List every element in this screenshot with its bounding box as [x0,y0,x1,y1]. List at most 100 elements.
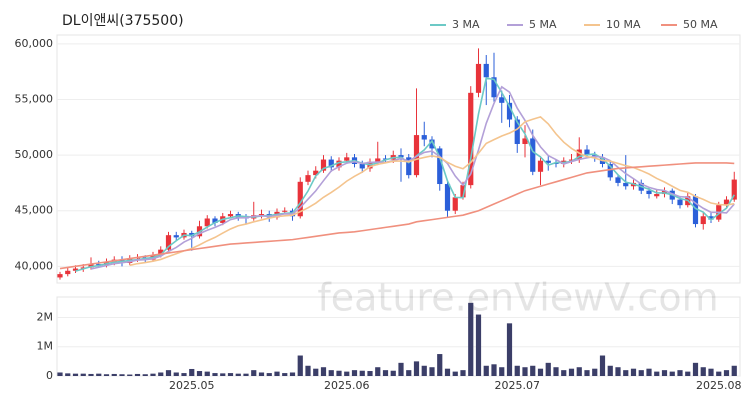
candle-body [499,97,505,103]
ma-line [59,162,735,270]
candle-body [530,138,536,172]
candle-body [398,155,404,158]
volume-bar [592,368,598,376]
watermark: feature.enViewV.com [317,276,718,320]
candle-body [723,199,730,206]
volume-bar [189,368,195,376]
volume-bar [351,370,358,376]
candle-body [258,214,265,216]
volume-bar [65,373,71,376]
volume-bar [685,371,691,376]
candle-body [313,170,319,176]
volume-bar [212,373,218,376]
candle-body [677,199,683,206]
volume-bar [460,370,466,376]
candle-body [537,160,544,172]
volume-bar [545,362,551,376]
volume-bar [196,371,203,376]
volume-tick-label: 0 [46,369,53,382]
volume-bar [297,355,303,376]
volume-bar [553,367,559,376]
volume-bar [142,374,148,376]
volume-bar [677,370,683,376]
volume-bar [661,370,668,376]
candle-body [57,274,63,278]
volume-bar [390,370,396,376]
volume-tick-label: 1M [37,340,54,353]
y-tick-label: 55,000 [15,93,54,106]
legend-label: 50 MA [683,18,718,31]
legend-label: 5 MA [529,18,557,31]
volume-bar [88,373,94,376]
volume-bar [584,370,590,376]
candle-body [375,158,381,162]
volume-bar [731,365,737,376]
candle-body [282,210,288,212]
volume-bar [382,370,389,376]
candle-body [568,159,575,161]
volume-bar [406,370,412,376]
candle-body [382,158,389,160]
volume-bar [630,368,637,376]
volume-bar [266,373,272,376]
legend-label: 3 MA [452,18,480,31]
volume-bar [119,374,125,376]
volume-bar [499,367,505,376]
candle-body [204,218,210,227]
volume-bar [313,368,319,376]
volume-bar [599,355,606,376]
volume-bar [522,367,528,376]
candle-body [444,184,451,211]
volume-bar [468,302,474,376]
volume-bar [638,370,644,376]
volume-bar [413,361,420,376]
volume-bar [452,371,458,376]
candle-body [227,214,234,217]
candle-body [545,160,551,163]
volume-bar [692,362,699,376]
volume-bar [220,373,226,376]
volume-bar [561,370,567,376]
candle-body [692,196,699,225]
volume-bar [615,367,621,376]
volume-bar [444,368,451,376]
volume-bar [576,367,582,376]
volume-tick-label: 2M [37,310,54,323]
y-tick-label: 45,000 [15,204,54,217]
candle-body [173,235,179,238]
volume-bar [258,372,265,376]
candle-body [475,63,482,93]
candle-body [468,92,474,186]
candle-body [72,268,79,271]
volume-bar [173,372,179,376]
volume-bar [537,368,544,376]
candle-body [328,159,334,168]
volume-bar [475,314,482,376]
y-tick-label: 50,000 [15,148,54,161]
volume-bar [243,373,249,376]
volume-bar [305,365,311,376]
volume-bar [375,367,381,376]
volume-bar [328,370,334,376]
candle-body [96,264,102,266]
volume-bar [96,373,102,376]
x-tick-label: 2025.08 [696,379,742,392]
volume-bar [127,374,133,376]
volume-bar [359,370,365,376]
volume-bar [654,371,660,376]
volume-bar [483,365,489,376]
volume-bar [344,371,350,376]
candle-body [80,267,86,269]
candle-body [553,162,559,165]
candle-body [615,177,621,183]
volume-bar [708,368,714,376]
candle-body [65,270,71,275]
volume-bar [158,372,164,376]
volume-bar [111,373,117,376]
volume-bar [150,373,156,376]
volume-bar [367,371,373,376]
x-tick-label: 2025.07 [495,379,541,392]
candle-body [189,232,195,237]
